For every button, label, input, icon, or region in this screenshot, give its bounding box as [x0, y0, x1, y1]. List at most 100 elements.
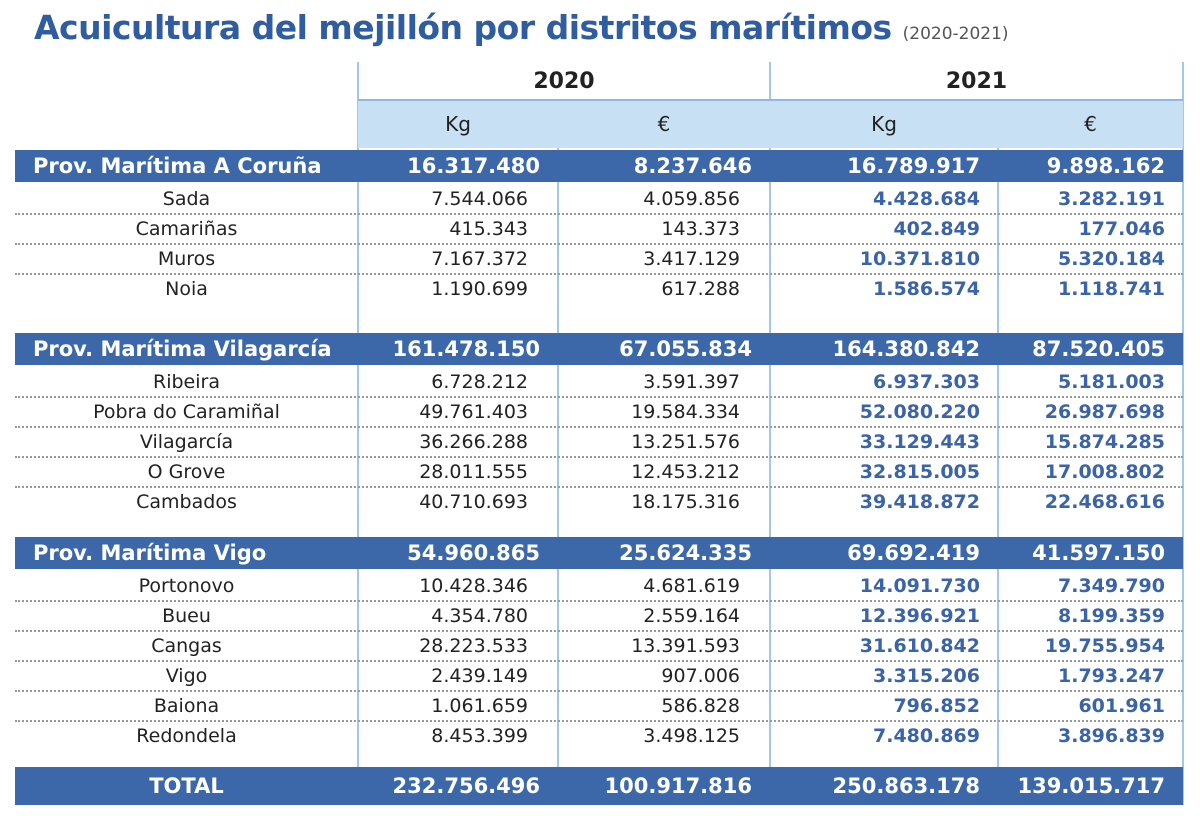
section-value: 8.237.646: [633, 154, 752, 178]
cell: 1.061.659: [431, 695, 528, 717]
section-label: Prov. Marítima Vigo: [33, 541, 267, 565]
cell: 19.584.334: [631, 401, 740, 423]
row-divider: [15, 213, 1183, 215]
cell: 4.059.856: [643, 188, 740, 210]
cell: 3.896.839: [1058, 725, 1165, 747]
cell: 40.710.693: [419, 491, 528, 513]
cell: 2.439.149: [431, 665, 528, 687]
cell: 19.755.954: [1044, 635, 1165, 657]
row-label: Sada: [162, 188, 211, 210]
row-label: Camariñas: [135, 218, 238, 240]
subtitle: (2020-2021): [902, 24, 1009, 44]
cell: 13.391.593: [631, 635, 740, 657]
cell: 26.987.698: [1044, 401, 1165, 423]
section-value: 67.055.834: [619, 337, 752, 361]
cell: 415.343: [449, 218, 528, 240]
cell: 22.468.616: [1044, 491, 1165, 513]
total-value: 100.917.816: [604, 774, 752, 798]
cell: 1.793.247: [1058, 665, 1165, 687]
row-divider: [15, 456, 1183, 458]
cell: 796.852: [893, 695, 980, 717]
cell: 3.417.129: [643, 248, 740, 270]
row-divider: [15, 630, 1183, 632]
section-label: Prov. Marítima A Coruña: [33, 154, 322, 178]
section-value: 161.478.150: [392, 337, 540, 361]
total-label: TOTAL: [149, 774, 224, 798]
total-bar: [15, 767, 1183, 805]
cell: 8.199.359: [1058, 605, 1165, 627]
cell: 3.591.397: [643, 371, 740, 393]
unit-row-bg: [358, 100, 1183, 148]
total-value: 232.756.496: [392, 774, 540, 798]
section-bar: [15, 537, 1183, 569]
cell: 7.349.790: [1058, 575, 1165, 597]
row-label: Portonovo: [138, 575, 235, 597]
row-label: Cambados: [136, 491, 237, 513]
section-value: 164.380.842: [832, 337, 980, 361]
section-value: 54.960.865: [407, 541, 540, 565]
unit-header: Kg: [871, 112, 897, 136]
section-value: 87.520.405: [1032, 337, 1165, 361]
cell: 177.046: [1078, 218, 1165, 240]
cell: 586.828: [661, 695, 740, 717]
row-label: O Grove: [147, 461, 226, 483]
total-value: 250.863.178: [832, 774, 980, 798]
cell: 5.181.003: [1058, 371, 1165, 393]
cell: 18.175.316: [631, 491, 740, 513]
title: Acuicultura del mejillón por distritos m…: [34, 8, 1009, 47]
row-label: Redondela: [136, 725, 237, 747]
cell: 28.011.555: [419, 461, 528, 483]
cell: 5.320.184: [1058, 248, 1165, 270]
section-label: Prov. Marítima Vilagarcía: [33, 337, 332, 361]
cell: 52.080.220: [859, 401, 980, 423]
cell: 31.610.842: [859, 635, 980, 657]
section-value: 16.317.480: [407, 154, 540, 178]
year-header: 2021: [945, 69, 1008, 94]
row-divider: [15, 600, 1183, 602]
cell: 36.266.288: [419, 431, 528, 453]
unit-header: €: [657, 112, 671, 136]
cell: 10.371.810: [859, 248, 980, 270]
cell: 32.815.005: [859, 461, 980, 483]
cell: 33.129.443: [859, 431, 980, 453]
cell: 907.006: [661, 665, 740, 687]
cell: 4.428.684: [873, 188, 980, 210]
cell: 6.728.212: [431, 371, 528, 393]
cell: 1.118.741: [1058, 278, 1165, 300]
cell: 7.544.066: [431, 188, 528, 210]
row-label: Bueu: [162, 605, 211, 627]
section-value: 9.898.162: [1046, 154, 1165, 178]
section-value: 25.624.335: [619, 541, 752, 565]
cell: 3.315.206: [873, 665, 980, 687]
cell: 7.480.869: [873, 725, 980, 747]
row-divider: [15, 273, 1183, 275]
row-divider: [15, 426, 1183, 428]
row-label: Muros: [157, 248, 216, 270]
header-line: [358, 99, 1183, 101]
cell: 12.453.212: [631, 461, 740, 483]
cell: 39.418.872: [859, 491, 980, 513]
cell: 4.681.619: [643, 575, 740, 597]
cell: 8.453.399: [431, 725, 528, 747]
cell: 28.223.533: [419, 635, 528, 657]
row-label: Ribeira: [153, 371, 220, 393]
row-divider: [15, 720, 1183, 722]
row-label: Noia: [165, 278, 208, 300]
cell: 7.167.372: [431, 248, 528, 270]
cell: 14.091.730: [859, 575, 980, 597]
row-label: Cangas: [151, 635, 222, 657]
section-value: 16.789.917: [847, 154, 980, 178]
section-bar: [15, 333, 1183, 365]
row-label: Vigo: [165, 665, 208, 687]
row-divider: [15, 690, 1183, 692]
cell: 402.849: [893, 218, 980, 240]
cell: 2.559.164: [643, 605, 740, 627]
row-label: Vilagarcía: [139, 431, 234, 453]
cell: 3.282.191: [1058, 188, 1165, 210]
cell: 3.498.125: [643, 725, 740, 747]
cell: 617.288: [661, 278, 740, 300]
section-value: 41.597.150: [1032, 541, 1165, 565]
row-label: Baiona: [153, 695, 220, 717]
row-divider: [15, 243, 1183, 245]
